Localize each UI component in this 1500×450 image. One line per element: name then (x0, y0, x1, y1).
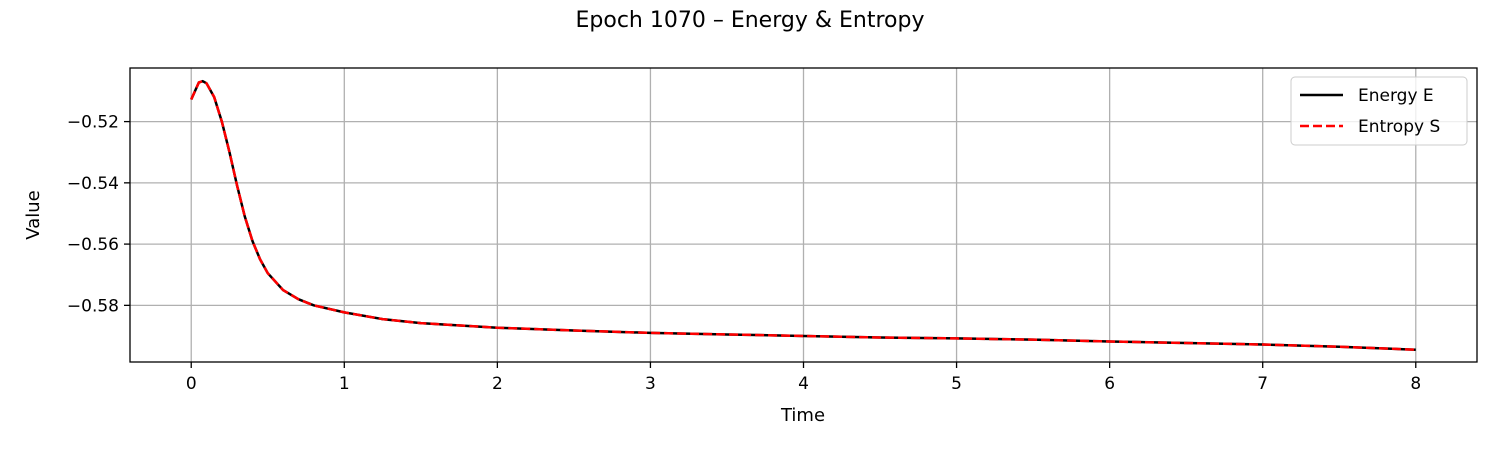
x-tick-label: 8 (1410, 374, 1421, 394)
series-line-entropy-s (190, 79, 1416, 351)
y-tick-label: −0.54 (67, 174, 119, 194)
x-tick-label: 4 (798, 374, 809, 394)
legend-label-entropy: Entropy S (1358, 117, 1440, 137)
series-lines (190, 79, 1416, 351)
y-tick-label: −0.52 (67, 113, 119, 133)
x-axis-ticks: 0 1 2 3 4 5 6 7 8 (186, 362, 1421, 394)
x-tick-label: 2 (492, 374, 503, 394)
y-axis-label: Value (23, 190, 44, 239)
x-tick-label: 3 (645, 374, 656, 394)
legend-label-energy: Energy E (1358, 86, 1434, 106)
y-tick-label: −0.56 (67, 235, 119, 255)
x-axis-label: Time (780, 405, 825, 426)
chart-title: Epoch 1070 – Energy & Entropy (576, 8, 925, 33)
x-tick-label: 7 (1257, 374, 1268, 394)
y-axis-ticks: −0.52 −0.54 −0.56 −0.58 (67, 113, 130, 316)
legend: Energy E Entropy S (1290, 76, 1468, 146)
x-tick-label: 5 (951, 374, 962, 394)
x-tick-label: 0 (186, 374, 197, 394)
x-tick-label: 6 (1104, 374, 1115, 394)
y-tick-label: −0.58 (67, 296, 119, 316)
x-tick-label: 1 (339, 374, 350, 394)
